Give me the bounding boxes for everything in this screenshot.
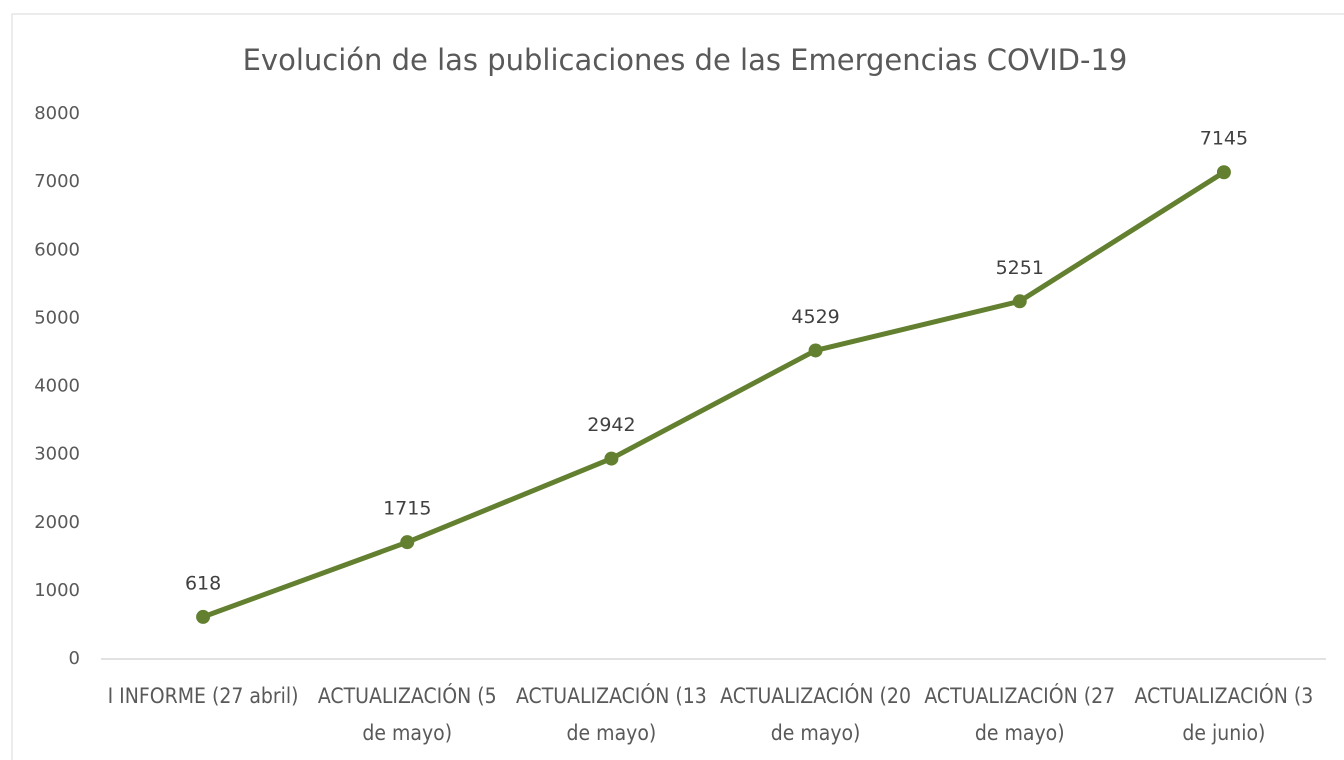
marker bbox=[1012, 294, 1027, 309]
y-tick-label: 8000 bbox=[34, 103, 80, 124]
data-label: 5251 bbox=[996, 257, 1044, 279]
marker bbox=[808, 343, 823, 358]
data-label: 4529 bbox=[791, 306, 839, 328]
y-tick-label: 7000 bbox=[34, 171, 80, 192]
marker bbox=[1216, 165, 1231, 180]
y-tick-label: 2000 bbox=[34, 512, 80, 533]
chart-border bbox=[11, 13, 1344, 760]
data-label: 2942 bbox=[587, 414, 635, 436]
y-tick-label: 0 bbox=[69, 648, 80, 669]
chart-title: Evolución de las publicaciones de las Em… bbox=[243, 43, 1128, 77]
data-label: 7145 bbox=[1200, 128, 1248, 150]
x-tick-label: ACTUALIZACIÓN (3 de junio) bbox=[1134, 684, 1314, 745]
data-label: 618 bbox=[185, 572, 221, 594]
y-tick-label: 5000 bbox=[34, 307, 80, 328]
data-label: 1715 bbox=[383, 498, 431, 520]
marker bbox=[604, 451, 619, 466]
y-tick-label: 3000 bbox=[34, 444, 80, 465]
x-tick-label: I INFORME (27 abril) bbox=[107, 684, 299, 708]
x-tick-label: ACTUALIZACIÓN (20 de mayo) bbox=[720, 684, 911, 745]
marker bbox=[196, 609, 211, 624]
y-tick-label: 6000 bbox=[34, 239, 80, 260]
y-tick-label: 4000 bbox=[34, 376, 80, 397]
line bbox=[200, 169, 1227, 620]
x-tick-label: ACTUALIZACIÓN (5 de mayo) bbox=[317, 684, 497, 745]
x-tick-label: ACTUALIZACIÓN (27 de mayo) bbox=[924, 684, 1116, 745]
x-tick-label: ACTUALIZACIÓN (13 de mayo) bbox=[516, 684, 707, 745]
y-tick-label: 1000 bbox=[34, 580, 80, 601]
marker bbox=[400, 535, 415, 550]
